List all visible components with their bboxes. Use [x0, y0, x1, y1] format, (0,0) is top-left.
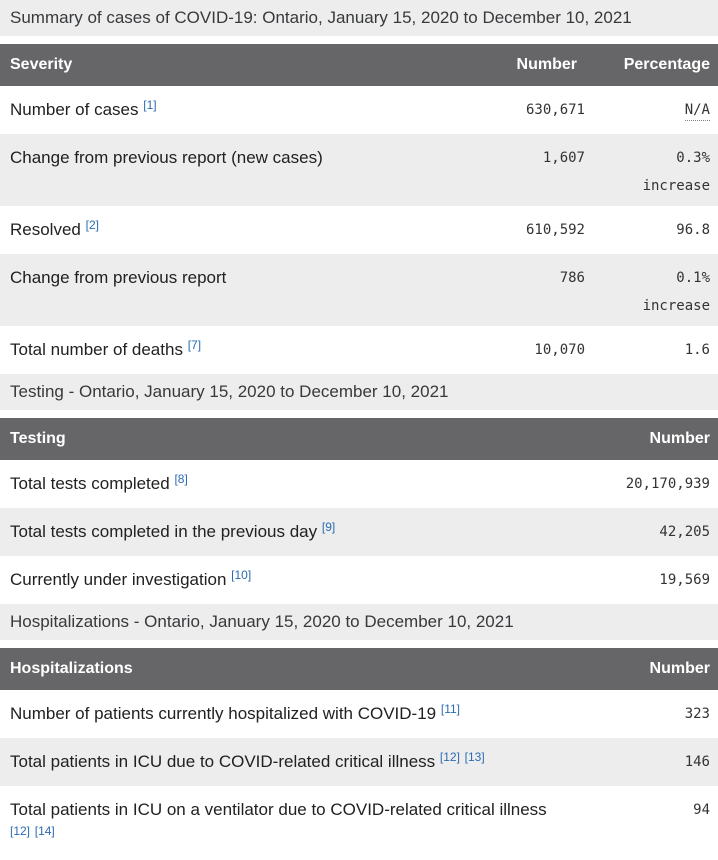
column-header-number: Number [568, 418, 718, 460]
number-cell: 1,607 [542, 150, 585, 166]
footnote-link[interactable]: [7] [187, 338, 202, 352]
footnote-sup: [9] [322, 520, 335, 534]
row-label: Total number of deaths [7] [10, 338, 202, 359]
footnote-link[interactable]: [12] [439, 750, 460, 764]
row-label: Number of patients currently hospitalize… [10, 702, 460, 723]
number-cell: 10,070 [534, 342, 585, 358]
row-label: Total patients in ICU on a ventilator du… [10, 800, 547, 838]
footnote-sup: [12] [440, 750, 460, 764]
table-row: Currently under investigation [10] 19,569 [0, 556, 718, 604]
footnote-sup: [7] [188, 338, 201, 352]
percentage-note: increase [642, 178, 710, 194]
percentage-cell: 96.8 [676, 222, 710, 238]
hospitalizations-header-row: Hospitalizations Number [0, 648, 718, 690]
footnote-link[interactable]: [8] [174, 472, 188, 486]
testing-table-caption: Testing - Ontario, January 15, 2020 to D… [0, 374, 718, 410]
table-row: Total patients in ICU due to COVID-relat… [0, 738, 718, 786]
table-row: Number of cases [1] 630,671 N/A [0, 86, 718, 134]
hospitalizations-table: Hospitalizations Number Number of patien… [0, 648, 718, 860]
hospitalizations-table-caption: Hospitalizations - Ontario, January 15, … [0, 604, 718, 640]
footnote-link[interactable]: [12] [10, 824, 31, 838]
percentage-note: increase [642, 298, 710, 314]
testing-table: Testing Number Total tests completed [8]… [0, 418, 718, 604]
number-cell: 146 [684, 754, 710, 770]
footnote-sup: [10] [231, 568, 251, 582]
column-header-number: Number [450, 44, 585, 86]
footnote-link[interactable]: [11] [440, 702, 460, 716]
severity-header-row: Severity Number Percentage [0, 44, 718, 86]
table-row: Total tests completed [8] 20,170,939 [0, 460, 718, 508]
column-header-percentage: Percentage [585, 44, 718, 86]
footnote-link[interactable]: [1] [143, 98, 157, 112]
number-cell: 610,592 [525, 222, 585, 238]
number-cell: 42,205 [659, 524, 710, 540]
testing-section: Testing - Ontario, January 15, 2020 to D… [0, 374, 718, 604]
column-header-hospitalizations: Hospitalizations [0, 648, 568, 690]
number-cell: 94 [693, 802, 710, 818]
row-label: Total patients in ICU due to COVID-relat… [10, 750, 485, 771]
number-cell: 630,671 [525, 102, 585, 118]
footnote-sup: [13] [465, 750, 485, 764]
percentage-cell: 0.1% increase [585, 254, 718, 326]
percentage-cell: 0.3% increase [585, 134, 718, 206]
table-row: Change from previous report 786 0.1% increa… [0, 254, 718, 326]
footnote-link[interactable]: [9] [321, 520, 336, 534]
not-applicable-abbr: N/A [684, 102, 710, 121]
row-label: Total tests completed [8] [10, 472, 188, 493]
table-row: Change from previous report (new cases) 1… [0, 134, 718, 206]
number-cell: 20,170,939 [625, 476, 710, 492]
row-label: Total tests completed in the previous da… [10, 520, 336, 541]
row-label: Resolved [2] [10, 218, 99, 239]
table-row: Total tests completed in the previous da… [0, 508, 718, 556]
footnote-sup: [11] [441, 702, 460, 716]
severity-table-caption: Summary of cases of COVID-19: Ontario, J… [0, 0, 718, 36]
row-label: Currently under investigation [10] [10, 568, 252, 589]
column-header-testing: Testing [0, 418, 568, 460]
number-cell: 19,569 [659, 572, 710, 588]
column-header-severity: Severity [0, 44, 450, 86]
severity-section: Summary of cases of COVID-19: Ontario, J… [0, 0, 718, 374]
hospitalizations-section: Hospitalizations - Ontario, January 15, … [0, 604, 718, 860]
table-row: Total number of deaths [7] 10,070 1.6 [0, 326, 718, 374]
footnote-link[interactable]: [10] [231, 568, 252, 582]
table-row: Total patients in ICU on a ventilator du… [0, 786, 718, 860]
column-header-number: Number [568, 648, 718, 690]
footnote-link[interactable]: [13] [464, 750, 485, 764]
footnote-link[interactable]: [14] [34, 824, 55, 838]
severity-table: Severity Number Percentage Number of cas… [0, 44, 718, 374]
footnote-sup: [12] [10, 824, 30, 838]
footnote-link[interactable]: [2] [85, 218, 99, 232]
row-label: Change from previous report [10, 268, 227, 287]
footnote-sup: [14] [35, 824, 55, 838]
testing-header-row: Testing Number [0, 418, 718, 460]
percentage-cell: 1.6 [684, 342, 710, 358]
footnote-sup: [8] [174, 472, 187, 486]
number-cell: 786 [559, 270, 585, 286]
number-cell: 323 [684, 706, 710, 722]
row-label: Number of cases [1] [10, 98, 157, 119]
footnote-sup: [2] [86, 218, 99, 232]
row-label: Change from previous report (new cases) [10, 148, 323, 167]
table-row: Number of patients currently hospitalize… [0, 690, 718, 738]
footnote-sup: [1] [143, 98, 156, 112]
table-row: Resolved [2] 610,592 96.8 [0, 206, 718, 254]
percentage-cell: N/A [585, 86, 718, 134]
